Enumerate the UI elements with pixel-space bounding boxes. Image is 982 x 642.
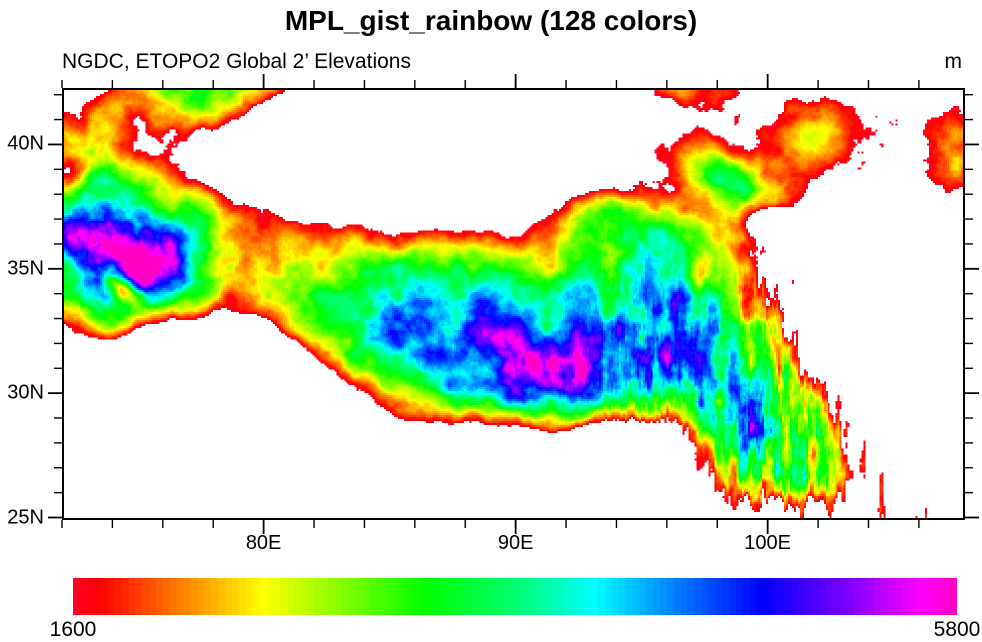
elevation-raster (64, 90, 963, 518)
colorbar (73, 578, 957, 615)
y-axis-tick-label: 25N (7, 506, 44, 528)
x-axis-tick-label: 80E (245, 532, 282, 554)
y-axis-tick-label: 30N (7, 381, 44, 404)
colorbar-min-label: 1600 (49, 618, 97, 641)
map-plot-area (62, 88, 965, 520)
x-axis-tick-label: 100E (744, 532, 792, 554)
page-title: MPL_gist_rainbow (128 colors) (284, 5, 698, 36)
y-axis-tick-label: 40N (7, 132, 44, 155)
units-label: m (944, 50, 963, 73)
x-axis-tick-label: 90E (497, 532, 534, 554)
colorbar-max-label: 5800 (933, 618, 981, 641)
y-axis-tick-label: 35N (7, 257, 44, 280)
plot-subtitle: NGDC, ETOPO2 Global 2’ Elevations (62, 50, 411, 73)
